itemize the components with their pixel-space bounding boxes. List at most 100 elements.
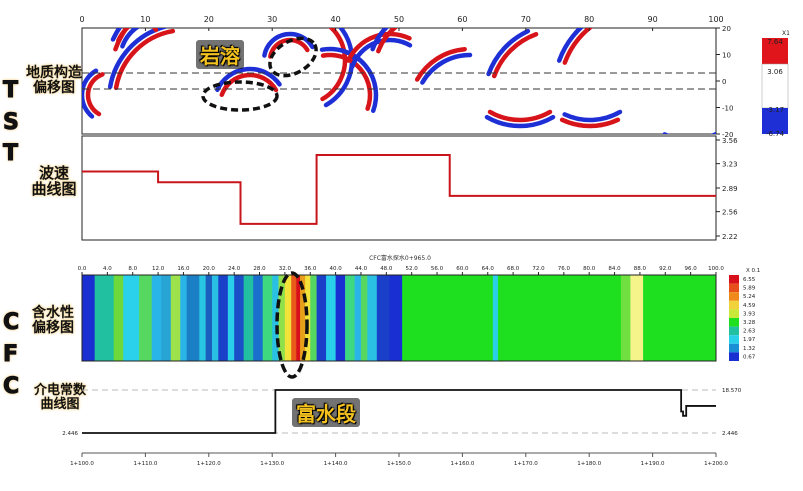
water-band (389, 275, 403, 361)
water-band (402, 275, 494, 361)
water-x-tick-label: 84.0 (608, 266, 621, 272)
diel-y-tick-label-left: 2.446 (62, 431, 78, 437)
water-x-tick-label: 64.0 (482, 266, 495, 272)
diel-x-tick-label: 1+160.0 (450, 461, 474, 467)
water-band (492, 275, 499, 361)
water-band (186, 275, 200, 361)
water-colorbar-cell (729, 352, 739, 361)
water-band (497, 275, 622, 361)
water-band (180, 275, 187, 361)
diel-x-ticks: 1+100.0 1+110.0 1+120.0 1+130.0 1+140.0 1+150… (70, 453, 728, 467)
water-band (123, 275, 140, 361)
water-x-tick-label: 8.0 (128, 266, 137, 272)
tst-letter-2: S (3, 110, 20, 136)
diel-x-tick-label: 1+150.0 (387, 461, 411, 467)
tst-letter-3: T (2, 141, 19, 167)
water-band (367, 275, 378, 361)
vel-y-tick-label: 3.56 (722, 137, 738, 145)
geo-reflection-arc (219, 72, 279, 97)
water-band (354, 275, 362, 361)
geo-reflection-arc (487, 109, 553, 123)
water-colorbar-unit: X 0.1 (746, 268, 760, 274)
water-colorbar-cell (729, 318, 739, 327)
geo-x-tick-label: 40 (331, 15, 341, 24)
water-rich-ellipse (275, 271, 309, 379)
diel-x-tick-label: 1+190.0 (641, 461, 665, 467)
water-band (234, 275, 244, 361)
geo-frame (81, 27, 717, 135)
water-bands (82, 275, 717, 361)
water-band (170, 275, 181, 361)
geo-x-tick-label: 0 (79, 15, 84, 24)
geo-colorbar-white (761, 63, 789, 109)
geo-colorbar-label: -3.17 (766, 106, 784, 114)
water-chart-title: CFC富水探水0+965.0 (369, 254, 431, 262)
diel-label-line2: 曲线图 (40, 396, 80, 412)
water-colorbar-cell (729, 300, 739, 310)
diel-y-tick-label-top: 18.570 (722, 388, 742, 394)
water-band (253, 275, 263, 361)
water-x-tick-label: 76.0 (558, 266, 571, 272)
water-x-tick-label: 4.0 (103, 266, 112, 272)
geo-x-tick-label: 70 (521, 15, 531, 24)
water-band (630, 275, 644, 361)
geo-reflection-arc (484, 114, 556, 129)
vel-y-tick-label: 3.23 (722, 161, 738, 169)
geo-reflection-arc (491, 31, 539, 79)
water-band (345, 275, 355, 361)
geo-dashed-lines (82, 72, 716, 90)
water-band (218, 275, 229, 361)
geo-x-tick-label: 60 (457, 15, 467, 24)
diel-x-tick-label: 1+200.0 (704, 461, 728, 467)
diel-label-line1: 介电常数 (33, 383, 86, 398)
diel-panel-label: 介电常数 曲线图 (22, 384, 98, 411)
diel-x-tick-label: 1+180.0 (577, 461, 601, 467)
water-band (94, 275, 114, 361)
geo-y-tick-label: 0 (722, 78, 726, 86)
water-x-tick-label: 28.0 (253, 266, 266, 272)
water-colorbar-cell (729, 309, 739, 318)
vel-label-line2: 曲线图 (31, 179, 77, 198)
geo-reflection-arc (110, 28, 123, 42)
water-x-ticks: 0.0 4.0 8.0 12.0 16.0 20.0 24.0 28.0 32.0 36.0 40.… (78, 266, 724, 275)
water-band (161, 275, 172, 361)
geo-colorbar-labels: X17.64 3.06 -3.17 -6.74 (766, 30, 790, 138)
diel-x-tick-label: 1+110.0 (133, 461, 157, 467)
water-x-tick-label: 40.0 (329, 266, 342, 272)
geo-y-tick-label: 10 (722, 52, 731, 60)
geo-reflection-arc (556, 28, 584, 63)
water-frame (81, 274, 717, 362)
water-band (360, 275, 368, 361)
water-x-tick-label: 88.0 (634, 266, 647, 272)
geo-colorbar-label: 7.64 (767, 38, 783, 46)
water-x-tick-label: 60.0 (456, 266, 469, 272)
geo-reflection-arc (319, 46, 379, 113)
vel-y-ticks: 3.56 3.23 2.89 2.56 2.22 (716, 137, 738, 241)
water-band (113, 275, 124, 361)
geo-x-tick-label: 10 (140, 15, 150, 24)
water-band (278, 275, 286, 361)
karst-ellipse-lower (201, 80, 279, 112)
water-band (316, 275, 327, 361)
water-x-tick-label: 100.0 (708, 266, 724, 272)
geo-x-tick-label: 90 (648, 15, 658, 24)
vel-y-tick-label: 2.89 (722, 185, 738, 193)
geo-reflections (82, 28, 716, 134)
geo-colorbar-label: -6.74 (766, 130, 785, 138)
water-colorbar-cell (729, 275, 739, 284)
cfc-letter-2: F (2, 342, 19, 368)
geo-reflection-arc (562, 28, 594, 65)
tst-letter-1: T (2, 78, 19, 104)
geo-reflection-arc (414, 46, 467, 82)
geo-colorbar-blue (762, 108, 788, 134)
water-colorbar-label: 2.63 (743, 329, 756, 335)
water-colorbar-label: 5.24 (743, 294, 756, 300)
geo-x-tick-label: 100 (708, 15, 723, 24)
water-x-tick-label: 96.0 (685, 266, 698, 272)
water-x-tick-label: 68.0 (507, 266, 520, 272)
geo-reflection-arc (559, 117, 621, 129)
diel-x-tick-label: 1+120.0 (197, 461, 221, 467)
vel-label-line1: 波速 (38, 164, 69, 182)
water-x-tick-label: 92.0 (659, 266, 672, 272)
